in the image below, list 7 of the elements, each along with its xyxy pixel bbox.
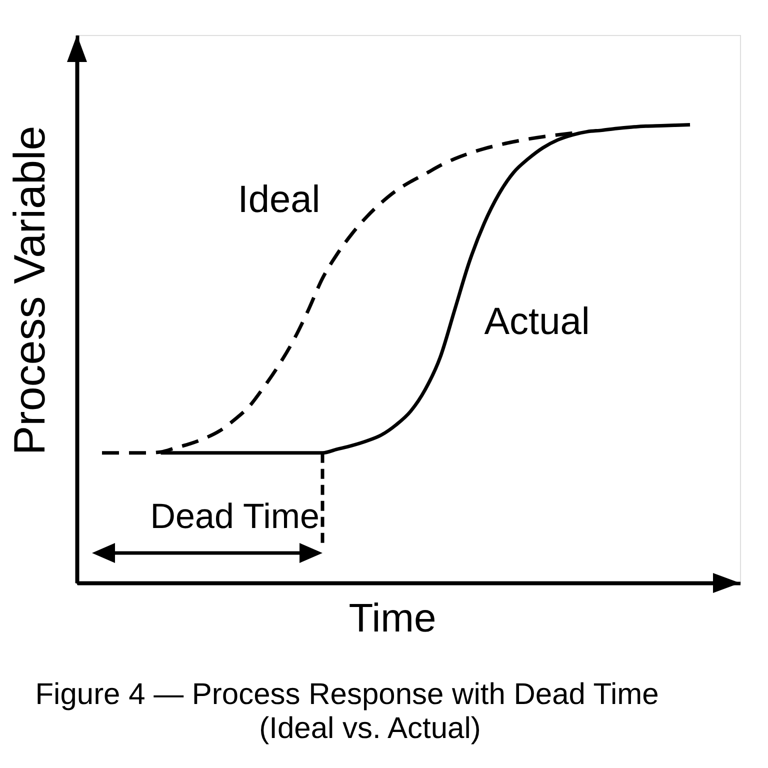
series-label: Ideal bbox=[238, 179, 320, 221]
y-axis-title: Process Variable bbox=[6, 126, 54, 456]
text: (Ideal vs. Actual) bbox=[259, 712, 481, 745]
caption: Figure 4 — Process Response with Dead Time bbox=[35, 678, 659, 711]
annotation: Dead Time bbox=[150, 497, 320, 536]
x-axis-title: Time bbox=[348, 596, 436, 640]
series-label: Actual bbox=[484, 301, 590, 343]
